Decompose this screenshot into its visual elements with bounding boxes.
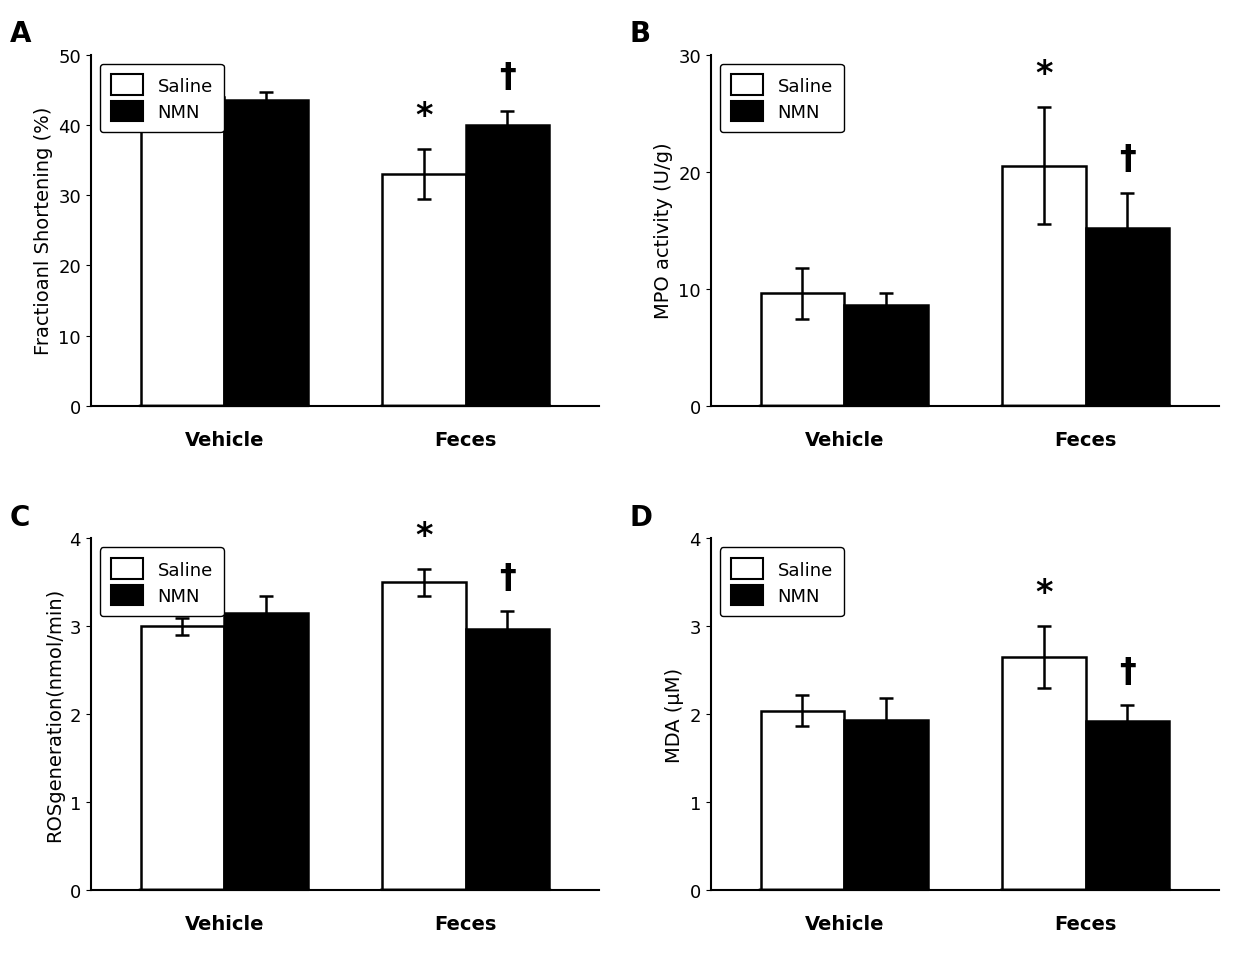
Text: Vehicle: Vehicle — [185, 915, 264, 933]
Y-axis label: MPO activity (U/g): MPO activity (U/g) — [653, 143, 672, 319]
Bar — [1002, 167, 1086, 406]
Text: Feces: Feces — [1054, 431, 1117, 450]
Bar — [1002, 658, 1086, 890]
Text: Feces: Feces — [434, 915, 497, 933]
Bar — [382, 583, 466, 890]
Text: †: † — [498, 61, 516, 94]
Bar — [382, 174, 466, 406]
Bar — [224, 614, 308, 890]
Bar — [844, 306, 928, 406]
Legend: Saline, NMN: Saline, NMN — [99, 65, 223, 133]
Bar — [466, 629, 549, 890]
Text: Vehicle: Vehicle — [805, 431, 884, 450]
Legend: Saline, NMN: Saline, NMN — [719, 65, 843, 133]
Bar — [844, 720, 928, 890]
Text: *: * — [1035, 57, 1053, 91]
Bar — [141, 97, 224, 406]
Legend: Saline, NMN: Saline, NMN — [99, 548, 223, 617]
Text: D: D — [630, 504, 652, 532]
Text: A: A — [10, 20, 31, 49]
Text: †: † — [1118, 143, 1136, 176]
Text: *: * — [415, 519, 433, 552]
Text: Vehicle: Vehicle — [805, 915, 884, 933]
Text: B: B — [630, 20, 651, 49]
Text: *: * — [1035, 577, 1053, 609]
Bar — [224, 101, 308, 406]
Text: *: * — [415, 100, 433, 132]
Text: Feces: Feces — [1054, 915, 1117, 933]
Bar — [141, 627, 224, 890]
Y-axis label: Fractioanl Shortening (%): Fractioanl Shortening (%) — [33, 107, 52, 355]
Text: Feces: Feces — [434, 431, 497, 450]
Text: C: C — [10, 504, 30, 532]
Legend: Saline, NMN: Saline, NMN — [719, 548, 843, 617]
Y-axis label: ROSgeneration(nmol/min): ROSgeneration(nmol/min) — [45, 587, 64, 841]
Bar — [1086, 721, 1169, 890]
Text: †: † — [498, 561, 516, 594]
Text: Vehicle: Vehicle — [185, 431, 264, 450]
Bar — [1086, 229, 1169, 406]
Text: †: † — [1118, 655, 1136, 688]
Bar — [761, 294, 844, 406]
Bar — [466, 126, 549, 406]
Y-axis label: MDA (μM): MDA (μM) — [665, 667, 684, 761]
Bar — [761, 711, 844, 890]
